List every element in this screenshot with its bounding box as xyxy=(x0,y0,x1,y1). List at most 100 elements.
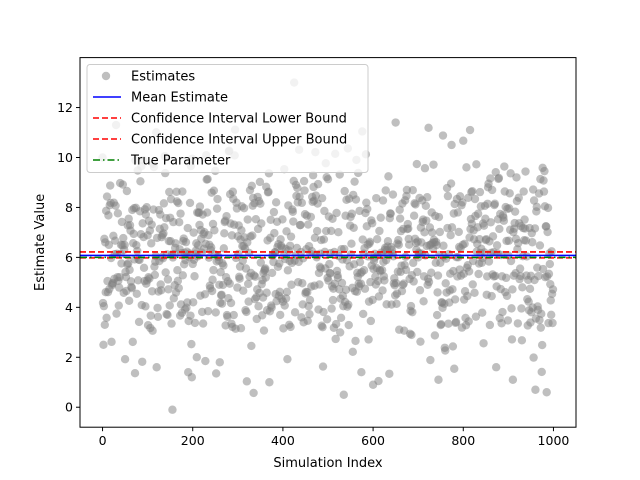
data-point xyxy=(446,179,456,188)
data-point xyxy=(344,320,353,330)
data-point xyxy=(358,309,368,319)
data-point xyxy=(454,227,463,237)
x-axis-ticks: 0 200 400 600 800 1000 xyxy=(99,427,570,448)
data-point xyxy=(320,206,329,216)
data-point xyxy=(392,299,401,309)
data-point xyxy=(222,211,231,221)
data-point xyxy=(542,388,551,397)
data-point xyxy=(487,291,496,301)
x-tick-label: 0 xyxy=(99,433,107,448)
data-point xyxy=(435,227,445,237)
data-point xyxy=(130,369,140,378)
data-point xyxy=(402,191,411,201)
data-point xyxy=(434,212,444,222)
data-point xyxy=(404,224,413,233)
data-point xyxy=(267,303,276,312)
data-point xyxy=(270,228,279,238)
data-point xyxy=(256,199,265,208)
data-point xyxy=(341,285,351,295)
data-point xyxy=(528,238,537,247)
data-point xyxy=(118,180,128,189)
data-point xyxy=(256,258,266,267)
data-point xyxy=(264,187,273,196)
data-point xyxy=(176,209,185,218)
data-point xyxy=(311,191,321,200)
data-point xyxy=(402,185,412,195)
data-point xyxy=(335,285,344,294)
data-point xyxy=(249,388,258,398)
data-point xyxy=(384,172,393,181)
data-point xyxy=(548,285,558,294)
x-tick-label: 1000 xyxy=(538,433,570,448)
data-point xyxy=(500,162,509,171)
legend-label: Confidence Interval Lower Bound xyxy=(131,112,347,127)
y-tick-label: 2 xyxy=(65,350,73,365)
data-point xyxy=(259,326,269,335)
data-point xyxy=(239,203,249,213)
data-point xyxy=(319,235,329,244)
data-point xyxy=(517,336,527,345)
data-point xyxy=(447,223,457,232)
y-tick-label: 6 xyxy=(65,250,73,265)
data-point xyxy=(160,223,169,232)
data-point xyxy=(141,210,151,219)
data-point xyxy=(423,193,432,202)
data-point xyxy=(532,202,541,212)
data-point xyxy=(327,304,336,313)
data-point xyxy=(313,179,323,189)
data-point xyxy=(521,167,530,176)
data-point xyxy=(165,187,174,197)
data-point xyxy=(475,234,484,244)
data-point xyxy=(450,295,460,304)
data-point xyxy=(451,317,461,327)
legend-marker-estimates xyxy=(101,71,111,81)
data-point xyxy=(367,219,377,228)
data-point xyxy=(181,237,191,247)
data-point xyxy=(430,331,440,340)
data-point xyxy=(152,363,161,372)
data-point xyxy=(153,303,162,313)
data-point xyxy=(366,316,376,326)
data-point xyxy=(364,335,373,344)
data-point xyxy=(247,341,256,351)
data-point xyxy=(506,169,515,178)
data-point xyxy=(127,283,137,293)
data-point xyxy=(409,211,419,220)
data-point xyxy=(332,208,341,218)
data-point xyxy=(415,286,425,295)
y-tick-label: 12 xyxy=(57,100,73,115)
data-point xyxy=(174,283,183,293)
data-point xyxy=(183,298,192,307)
data-point xyxy=(136,177,145,186)
legend-box xyxy=(86,64,369,173)
data-point xyxy=(286,322,295,332)
data-point xyxy=(318,322,327,332)
data-point xyxy=(107,337,116,347)
data-point xyxy=(448,285,457,294)
data-point xyxy=(210,226,219,235)
data-point xyxy=(399,279,408,288)
data-point xyxy=(120,240,129,250)
data-point xyxy=(408,307,417,317)
data-point xyxy=(495,224,504,234)
data-point xyxy=(167,319,176,328)
data-point xyxy=(507,335,517,344)
data-point xyxy=(244,297,253,306)
data-point xyxy=(422,216,431,225)
data-point xyxy=(394,240,403,249)
data-point xyxy=(278,215,287,224)
data-point xyxy=(208,219,218,229)
data-point xyxy=(505,189,514,198)
data-point xyxy=(427,228,437,237)
data-point xyxy=(539,176,548,185)
data-point xyxy=(508,285,517,294)
data-point xyxy=(529,196,539,205)
data-point xyxy=(207,243,216,252)
data-point xyxy=(347,209,357,218)
data-point xyxy=(372,235,382,244)
data-point xyxy=(148,326,157,335)
data-point xyxy=(124,259,133,268)
data-point xyxy=(464,267,474,276)
data-point xyxy=(213,194,222,204)
data-point xyxy=(203,306,213,316)
